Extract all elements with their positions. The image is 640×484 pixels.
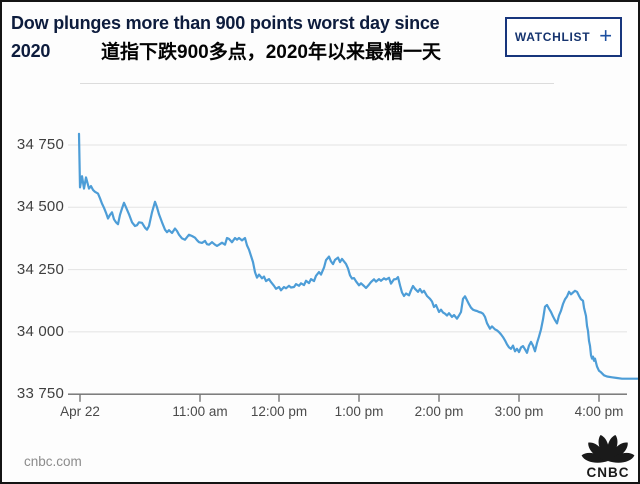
x-axis-tick-label: 3:00 pm	[494, 404, 544, 419]
x-axis-tick-label: 1:00 pm	[334, 404, 384, 419]
y-axis-tick-label: 34 500	[16, 198, 64, 216]
page-title-line2: 2020	[11, 41, 51, 61]
y-axis-tick-label: 33 750	[16, 385, 64, 403]
watchlist-button[interactable]: WATCHLIST +	[505, 17, 622, 57]
x-axis-tick-label: 12:00 pm	[250, 404, 308, 419]
x-axis-tick-label: 2:00 pm	[414, 404, 464, 419]
y-axis-tick-label: 34 000	[16, 322, 64, 340]
price-line	[77, 132, 638, 380]
x-axis-tick-label: 4:00 pm	[574, 404, 624, 419]
cnbc-logo: CNBC	[581, 435, 635, 480]
peacock-icon	[581, 435, 635, 463]
watchlist-button-label: WATCHLIST	[514, 30, 591, 44]
page-title-line1: Dow plunges more than 900 points worst d…	[11, 13, 440, 33]
cnbc-logo-text: CNBC	[587, 465, 630, 480]
y-axis-tick-label: 34 250	[16, 260, 64, 278]
y-axis-tick-label: 34 750	[16, 136, 64, 153]
header-divider	[80, 83, 554, 84]
x-axis-tick-label: 11:00 am	[172, 404, 228, 419]
chinese-subtitle: 道指下跌900多点，2020年以来最糟一天	[101, 42, 441, 63]
source-credit: cnbc.com	[24, 454, 82, 469]
x-axis-tick-label: Apr 22	[60, 404, 100, 419]
plus-icon: +	[599, 22, 613, 48]
